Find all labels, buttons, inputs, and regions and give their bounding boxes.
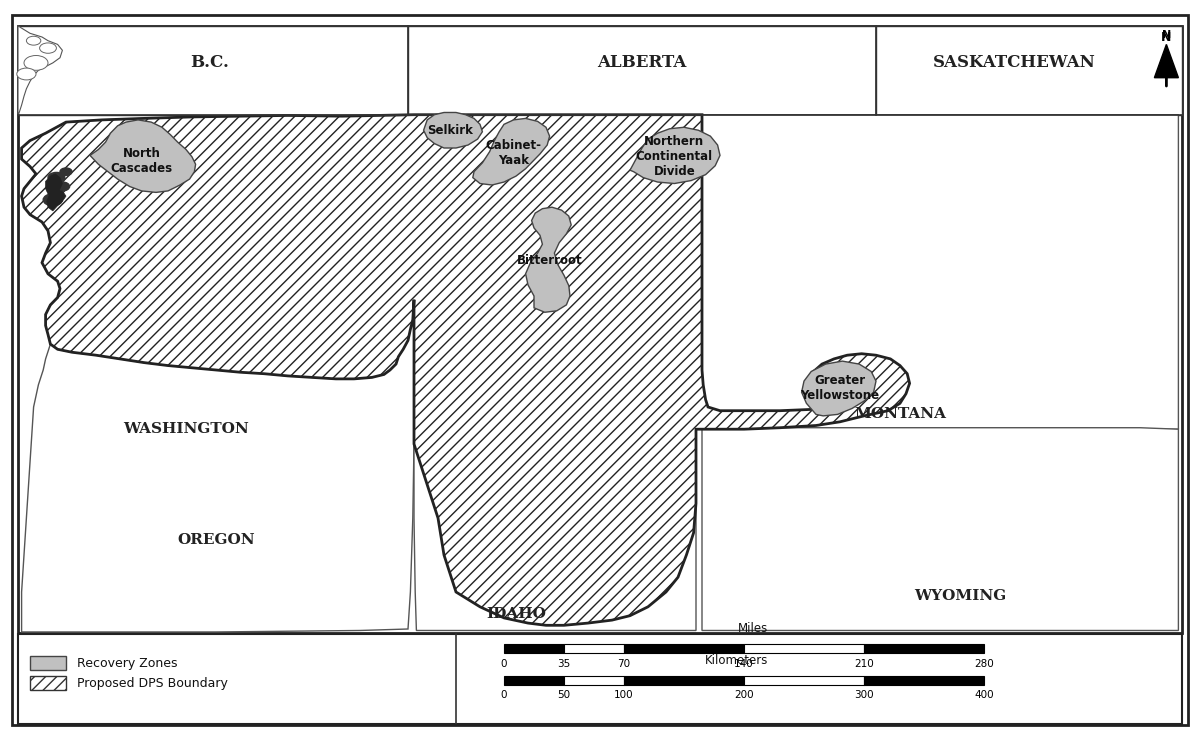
Text: Miles: Miles [738,622,768,635]
Polygon shape [630,127,720,184]
Circle shape [26,36,41,45]
Circle shape [40,43,56,53]
Text: 210: 210 [854,659,874,669]
Text: 280: 280 [974,659,994,669]
Text: Northern
Continental
Divide: Northern Continental Divide [636,135,713,178]
Bar [864,676,984,684]
Polygon shape [414,115,702,630]
Polygon shape [47,191,66,211]
Text: Proposed DPS Boundary: Proposed DPS Boundary [77,676,228,690]
Bar [564,676,624,684]
Polygon shape [22,115,910,625]
Circle shape [24,56,48,70]
Text: Selkirk: Selkirk [427,124,473,137]
Text: Kilometers: Kilometers [704,653,768,667]
Bar [408,26,876,115]
Polygon shape [473,118,550,185]
Text: 100: 100 [614,690,634,701]
Polygon shape [18,26,62,115]
Text: N: N [1162,30,1171,40]
Text: MONTANA: MONTANA [854,408,946,421]
Text: 300: 300 [854,690,874,701]
Text: ALBERTA: ALBERTA [598,55,686,71]
Bar [624,676,744,684]
Text: WYOMING: WYOMING [914,589,1006,602]
Bar [864,644,984,653]
Text: B.C.: B.C. [191,55,229,71]
Text: 0: 0 [500,690,508,701]
Bar [504,644,564,653]
Text: Recovery Zones: Recovery Zones [77,656,178,670]
Polygon shape [22,300,414,632]
Bar [30,676,66,690]
Text: 0: 0 [500,659,508,669]
Text: Greater
Yellowstone: Greater Yellowstone [800,374,880,402]
Bar [30,656,66,670]
Polygon shape [526,207,571,312]
Text: North
Cascades: North Cascades [110,147,173,175]
Polygon shape [46,174,62,197]
Text: 200: 200 [734,690,754,701]
Text: N: N [1162,30,1171,44]
Text: 400: 400 [974,690,994,701]
Polygon shape [22,115,414,379]
Circle shape [55,182,70,191]
Polygon shape [702,428,1178,630]
Polygon shape [90,120,196,192]
Text: 140: 140 [734,659,754,669]
Polygon shape [1154,44,1178,78]
Text: WASHINGTON: WASHINGTON [124,423,248,436]
Text: SASKATCHEWAN: SASKATCHEWAN [932,55,1096,71]
Bar [18,26,408,115]
Bar [18,634,1182,724]
Text: OREGON: OREGON [178,534,254,547]
Bar [18,26,1182,633]
Circle shape [48,172,65,183]
Polygon shape [702,115,1178,429]
Text: IDAHO: IDAHO [486,608,546,621]
Bar [876,26,1182,115]
Text: 50: 50 [558,690,570,701]
Bar [744,676,864,684]
Bar [504,676,564,684]
Text: 70: 70 [618,659,630,669]
Bar [564,644,624,653]
Text: 35: 35 [557,659,571,669]
Circle shape [43,194,62,206]
Polygon shape [424,112,482,148]
Circle shape [60,168,72,175]
Text: Cabinet-
Yaak: Cabinet- Yaak [486,139,541,167]
Bar [744,644,864,653]
Text: Bitterroot: Bitterroot [517,254,582,267]
Circle shape [17,68,36,80]
Bar [624,644,744,653]
Polygon shape [802,361,876,416]
